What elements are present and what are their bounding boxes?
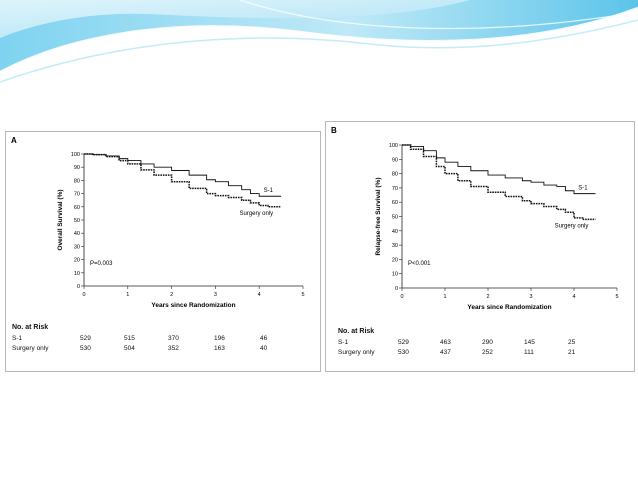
- overall-survival-chart: A 0 10 20 30 40 50 60 70 80 90 100 0 1 2 3 4 5 Years since…: [11, 136, 305, 309]
- risk-table-b: No. at Risk S-1 529 463 290 145 25 Surge…: [326, 122, 634, 371]
- y-tick-label: 0: [395, 286, 398, 292]
- risk-cell: 504: [124, 345, 135, 352]
- risk-cell: 196: [214, 335, 225, 342]
- header-swoosh-banner: [0, 0, 638, 83]
- x-tick-label: 3: [529, 294, 532, 300]
- risk-table-a: No. at Risk S-1 529 515 370 196 46 Surge…: [6, 132, 320, 371]
- survival-curve-surgery-only: [402, 144, 596, 221]
- risk-cell: 290: [482, 339, 493, 346]
- x-tick-label: 1: [126, 292, 129, 298]
- series-label: Surgery only: [555, 223, 589, 229]
- series-label: S-1: [578, 186, 588, 192]
- panel-b-relapse-free-survival: B 0 10 20 30 40 50 60 70 80 90 100 0 1 2 3 4 5 Years since…: [325, 121, 635, 372]
- y-tick-label: 60: [74, 205, 80, 211]
- risk-row-label: Surgery only: [12, 345, 49, 352]
- x-axis-label: Years since Randomization: [151, 302, 235, 309]
- relapse-free-survival-chart: B 0 10 20 30 40 50 60 70 80 90 100 0 1 2 3 4 5 Years since…: [331, 126, 619, 311]
- y-tick-label: 20: [74, 258, 80, 264]
- x-tick-label: 3: [214, 292, 217, 298]
- y-axis-label: Relapse-free Survival (%): [375, 177, 382, 255]
- x-tick-label: 2: [170, 292, 173, 298]
- y-tick-label: 40: [392, 229, 398, 235]
- risk-cell: 529: [80, 335, 91, 342]
- y-tick-label: 50: [392, 215, 398, 221]
- risk-cell: 163: [214, 345, 225, 352]
- x-tick-label: 5: [301, 292, 304, 298]
- y-tick-label: 70: [392, 186, 398, 192]
- risk-cell: 145: [524, 339, 535, 346]
- risk-cell: 46: [260, 335, 268, 342]
- y-tick-label: 90: [392, 157, 398, 163]
- series-label: S-1: [264, 188, 274, 194]
- risk-cell: 111: [524, 349, 534, 356]
- y-tick-label: 80: [392, 172, 398, 178]
- panel-letter: A: [11, 136, 17, 145]
- risk-table-title: No. at Risk: [338, 328, 375, 335]
- survival-curve-s1: [402, 144, 596, 195]
- risk-cell: 530: [398, 349, 409, 356]
- y-tick-label: 90: [74, 165, 80, 171]
- risk-cell: 529: [398, 339, 409, 346]
- x-tick-label: 4: [572, 294, 575, 300]
- y-tick-label: 30: [74, 244, 80, 250]
- risk-cell: 463: [440, 339, 451, 346]
- risk-cell: 370: [168, 335, 179, 342]
- risk-row-label: Surgery only: [338, 349, 375, 356]
- x-tick-label: 1: [443, 294, 446, 300]
- y-tick-label: 20: [392, 257, 398, 263]
- risk-cell: 437: [440, 349, 451, 356]
- risk-cell: 515: [124, 335, 135, 342]
- risk-cell: 25: [568, 339, 576, 346]
- y-tick-label: 40: [74, 231, 80, 237]
- y-tick-label: 80: [74, 178, 80, 184]
- risk-row-label: S-1: [338, 339, 349, 346]
- x-axis-label: Years since Randomization: [467, 304, 551, 311]
- panel-a-overall-survival: A 0 10 20 30 40 50 60 70 80 90 100 0 1 2 3 4 5 Years since…: [5, 131, 321, 372]
- risk-cell: 252: [482, 349, 493, 356]
- panel-letter: B: [331, 126, 337, 135]
- risk-table-title: No. at Risk: [12, 324, 49, 331]
- y-tick-label: 100: [71, 152, 80, 158]
- y-tick-label: 60: [392, 200, 398, 206]
- risk-cell: 40: [260, 345, 268, 352]
- y-tick-label: 30: [392, 243, 398, 249]
- x-tick-label: 0: [82, 292, 85, 298]
- x-tick-label: 0: [400, 294, 403, 300]
- x-tick-label: 2: [486, 294, 489, 300]
- p-value-annotation: P<0.001: [408, 261, 431, 267]
- y-tick-label: 70: [74, 192, 80, 198]
- y-tick-label: 50: [74, 218, 80, 224]
- x-tick-label: 5: [615, 294, 618, 300]
- x-tick-label: 4: [258, 292, 261, 298]
- y-tick-label: 100: [389, 143, 398, 149]
- p-value-annotation: P=0.003: [90, 261, 113, 267]
- y-tick-label: 0: [77, 284, 80, 290]
- risk-cell: 530: [80, 345, 91, 352]
- risk-cell: 352: [168, 345, 179, 352]
- series-label: Surgery only: [239, 211, 273, 217]
- y-tick-label: 10: [392, 272, 398, 278]
- y-axis-label: Overall Survival (%): [57, 189, 64, 250]
- y-tick-label: 10: [74, 271, 80, 277]
- survival-curve-surgery-only: [84, 153, 282, 208]
- risk-row-label: S-1: [12, 335, 23, 342]
- risk-cell: 21: [568, 349, 576, 356]
